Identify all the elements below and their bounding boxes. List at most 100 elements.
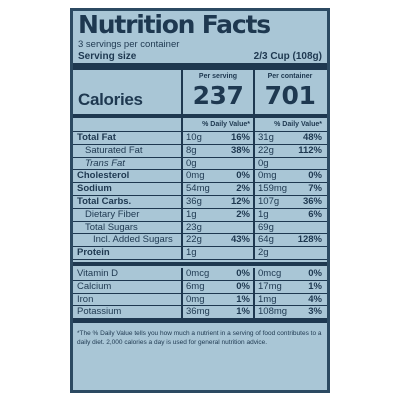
dv-per-container: 128% (297, 234, 322, 246)
nutrient-row: Iron 0mg 1% 1mg 4% (73, 293, 327, 307)
dv-per-container (289, 158, 325, 171)
nutrient-row: Protein 1g 2g (73, 247, 327, 260)
nutrient-name: Cholesterol (77, 170, 130, 182)
serving-size-label: Serving size (78, 51, 137, 62)
amount-per-container: 0mcg (253, 267, 289, 281)
nutrient-name: Total Fat (77, 132, 116, 143)
dv-per-serving: 2% (236, 208, 250, 220)
dv-per-container: 48% (302, 132, 322, 143)
nutrient-row: Total Sugars 23g 69g (73, 221, 327, 235)
amount-per-serving: 0g (181, 157, 217, 171)
nutrient-row: Total Carbs. 36g 12% 107g 36% (73, 195, 327, 209)
serving-size-value: 2/3 Cup (108g) (253, 51, 322, 62)
amount-per-container: 1mg (253, 293, 289, 307)
calories-label: Calories (78, 90, 143, 109)
amount-per-serving: 54mg (181, 183, 217, 196)
daily-value-header-serving: % Daily Value* (181, 118, 253, 131)
nutrient-name: Sodium (77, 183, 112, 195)
amount-per-serving: 1g (181, 247, 217, 260)
amount-per-serving: 0mg (181, 293, 217, 307)
amount-per-container: 22g (253, 144, 289, 158)
amount-per-container: 17mg (253, 280, 289, 294)
dv-per-serving: 12% (230, 195, 250, 207)
nutrient-row: Potassium 36mg 1% 108mg 3% (73, 306, 327, 320)
nutrient-name: Dietary Fiber (85, 208, 140, 220)
amount-per-container: 31g (253, 132, 289, 145)
vitamin-divider (73, 261, 327, 266)
dv-per-container: 4% (308, 293, 322, 305)
amount-per-serving: 10g (181, 132, 217, 145)
calories-per-container: 701 (264, 81, 316, 110)
dv-per-container: 0% (308, 267, 322, 279)
dv-per-container: 1% (308, 280, 322, 292)
amount-per-serving: 6mg (181, 280, 217, 294)
dv-per-serving: 0% (236, 267, 250, 279)
amount-per-container: 64g (253, 234, 289, 248)
footnote: *The % Daily Value tells you how much a … (73, 319, 327, 347)
amount-per-container: 69g (253, 221, 289, 235)
nutrient-name: Total Carbs. (77, 195, 132, 207)
dv-per-container: 6% (308, 208, 322, 220)
dv-per-container: 36% (302, 195, 322, 207)
dv-per-serving: 1% (236, 293, 250, 305)
amount-per-container: 0g (253, 157, 289, 171)
servings-per-container: 3 servings per container (78, 39, 180, 50)
dv-per-serving: 0% (236, 170, 250, 182)
nutrient-name: Total Sugars (85, 221, 138, 233)
nutrient-name: Trans Fat (85, 157, 125, 169)
amount-per-serving: 36g (181, 195, 217, 209)
nutrient-row: Incl. Added Sugars 22g 43% 64g 128% (73, 234, 327, 248)
dv-per-container (289, 247, 325, 260)
nutrient-name: Calcium (77, 280, 112, 292)
nutrient-name: Iron (77, 293, 94, 305)
nutrient-row: Sodium 54mg 2% 159mg 7% (73, 183, 327, 196)
amount-per-serving: 1g (181, 208, 217, 222)
dv-per-serving: 43% (230, 234, 250, 246)
calories-block: Calories Per serving 237 Per container 7… (73, 70, 327, 118)
nutrient-row: Vitamin D 0mcg 0% 0mcg 0% (73, 267, 327, 281)
dv-per-serving (217, 222, 253, 235)
amount-per-serving: 8g (181, 144, 217, 158)
amount-per-container: 1g (253, 208, 289, 222)
nutrient-row: Saturated Fat 8g 38% 22g 112% (73, 144, 327, 158)
nutrient-row: Trans Fat 0g 0g (73, 157, 327, 171)
nutrient-row: Dietary Fiber 1g 2% 1g 6% (73, 208, 327, 222)
calories-per-serving-col: Per serving 237 (181, 70, 253, 114)
dv-per-serving: 16% (230, 132, 250, 143)
nutrient-name: Vitamin D (77, 267, 119, 279)
amount-per-serving: 23g (181, 221, 217, 235)
amount-per-serving: 36mg (181, 306, 217, 320)
calories-per-container-col: Per container 701 (253, 70, 325, 114)
amount-per-container: 0mg (253, 170, 289, 184)
dv-per-container: 3% (308, 306, 322, 318)
amount-per-serving: 22g (181, 234, 217, 248)
nutrient-name: Incl. Added Sugars (93, 234, 173, 246)
nutrient-name: Protein (77, 247, 110, 259)
dv-per-serving: 1% (236, 306, 250, 318)
vitamin-rows: Vitamin D 0mcg 0% 0mcg 0% Calcium 6mg 0% 17mg 1% I… (73, 267, 327, 320)
amount-per-serving: 0mg (181, 170, 217, 184)
dv-per-serving: 0% (236, 280, 250, 292)
amount-per-serving: 0mcg (181, 267, 217, 281)
dv-per-serving (217, 158, 253, 171)
nutrient-rows: Total Fat 10g 16% 31g 48% Saturated Fat 8g 38% 2… (73, 132, 327, 260)
label-title: Nutrition Facts (78, 11, 271, 39)
dv-per-container: 7% (308, 183, 322, 195)
dv-per-serving (217, 247, 253, 260)
dv-per-serving: 38% (230, 144, 250, 156)
daily-value-header-container: % Daily Value* (253, 118, 325, 131)
amount-per-container: 107g (253, 195, 289, 209)
nutrition-label: Nutrition Facts 3 servings per container… (70, 8, 330, 393)
nutrient-name: Potassium (77, 306, 122, 318)
daily-value-header-row: % Daily Value* % Daily Value* (73, 118, 327, 132)
dv-per-container (289, 222, 325, 235)
amount-per-container: 108mg (253, 306, 289, 320)
thick-divider (73, 63, 327, 70)
dv-per-container: 0% (308, 170, 322, 182)
per-container-header: Per container (267, 73, 313, 80)
amount-per-container: 2g (253, 247, 289, 260)
dv-per-container: 112% (298, 144, 322, 156)
per-serving-header: Per serving (198, 73, 238, 80)
nutrient-row: Cholesterol 0mg 0% 0mg 0% (73, 170, 327, 184)
calories-per-serving: 237 (192, 81, 244, 110)
